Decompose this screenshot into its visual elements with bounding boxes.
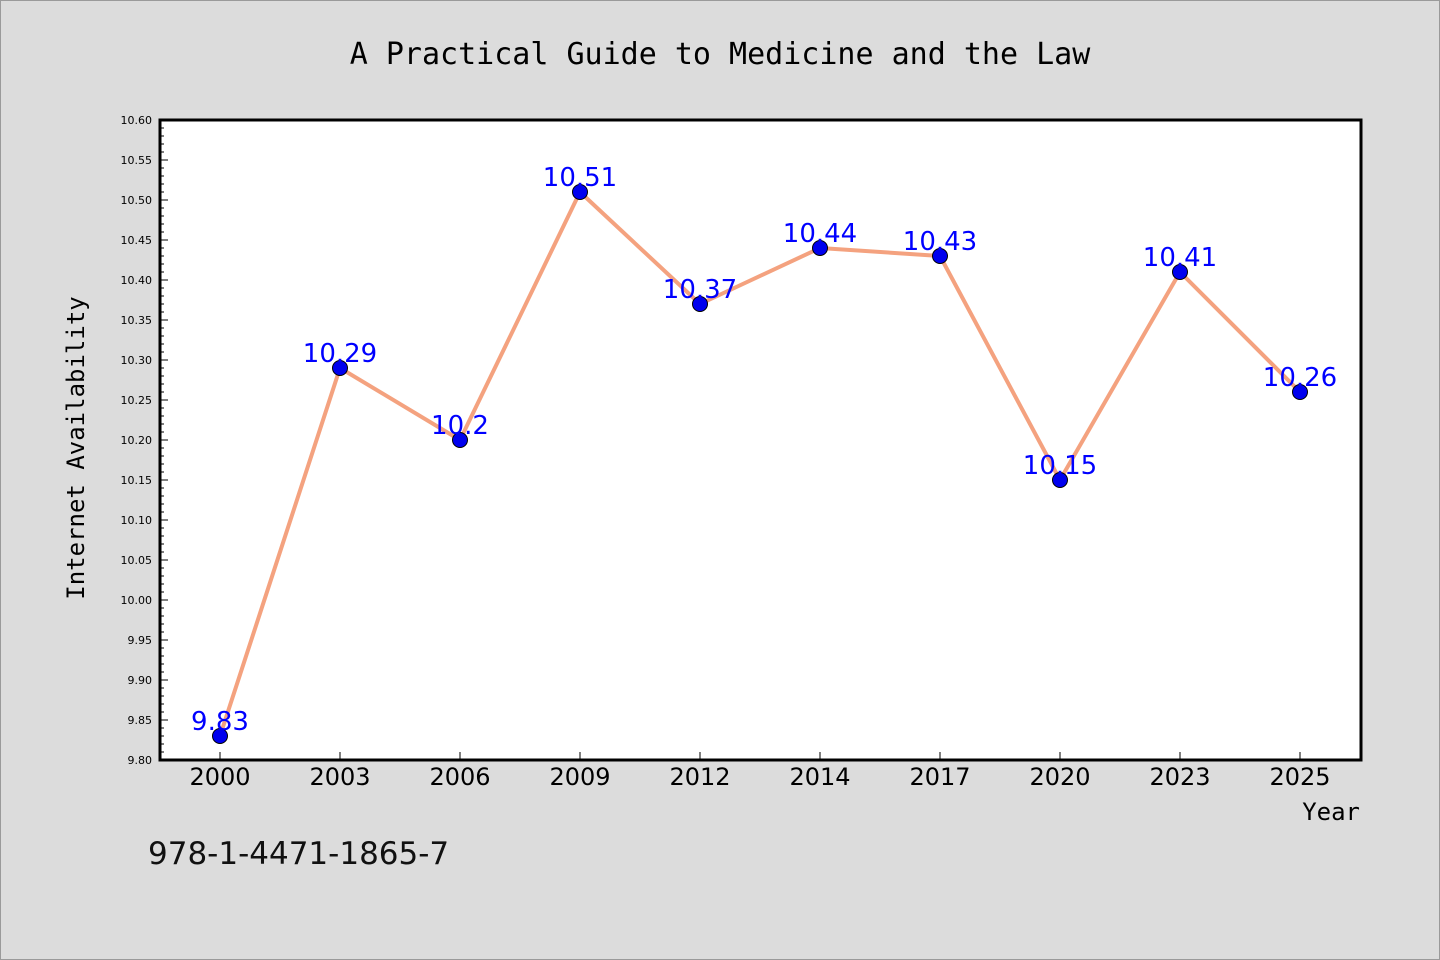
x-tick-label: 2014 [789,763,850,791]
data-label: 10.43 [903,227,977,257]
y-tick-label: 10.00 [121,594,153,607]
y-tick-label: 9.85 [128,714,153,727]
data-label: 10.15 [1023,451,1097,481]
data-label: 10.26 [1263,363,1337,393]
data-point [1052,472,1068,488]
x-tick-label: 2023 [1149,763,1210,791]
y-tick-label: 10.20 [121,434,153,447]
x-tick-label: 2009 [549,763,610,791]
x-tick-label: 2012 [669,763,730,791]
data-point [1292,384,1308,400]
y-axis: 9.80 9.85 9.90 9.95 10.00 10.05 10.10 10.15 10.2… [121,114,168,767]
chart-title: A Practical Guide to Medicine and the La… [350,37,1091,72]
data-point [572,184,588,200]
data-point [212,728,228,744]
x-tick-label: 2000 [189,763,250,791]
x-tick-label: 2003 [309,763,370,791]
series-internet-availability [212,184,1308,744]
data-label: 10.2 [431,411,489,441]
data-point [932,248,948,264]
data-point [1172,264,1188,280]
y-tick-label: 10.15 [121,474,153,487]
y-tick-label: 9.95 [128,634,153,647]
y-tick-label: 10.40 [121,274,153,287]
data-label: 10.51 [543,163,617,193]
y-tick-label: 9.80 [128,754,153,767]
x-axis: 2000 2003 2006 2009 2012 2014 2017 2020 2023 2025 [189,752,1331,791]
data-label: 10.29 [303,339,377,369]
x-tick-label: 2025 [1269,763,1330,791]
data-label: 9.83 [191,707,249,737]
data-point [332,360,348,376]
y-tick-label: 9.90 [128,674,153,687]
x-tick-label: 2017 [909,763,970,791]
x-tick-label: 2020 [1029,763,1090,791]
y-tick-label: 10.05 [121,554,153,567]
data-point [452,432,468,448]
y-tick-label: 10.45 [121,234,153,247]
isbn-footer: 978-1-4471-1865-7 [148,836,449,872]
y-tick-label: 10.55 [121,154,153,167]
x-axis-label: Year [1302,798,1360,826]
data-label: 10.44 [783,219,857,249]
data-point [692,296,708,312]
y-tick-label: 10.25 [121,394,153,407]
y-tick-label: 10.10 [121,514,153,527]
series-line [218,190,1302,737]
y-tick-label: 10.60 [121,114,153,127]
x-tick-label: 2006 [429,763,490,791]
y-axis-label: Internet Availability [62,296,90,599]
data-point [812,240,828,256]
y-tick-label: 10.50 [121,194,153,207]
plot-area [158,118,1363,762]
data-label: 10.37 [663,275,737,305]
y-tick-label: 10.35 [121,314,153,327]
y-tick-label: 10.30 [121,354,153,367]
data-label: 10.41 [1143,243,1217,273]
data-labels: 9.83 10.29 10.2 10.51 10.37 10.44 10.43 10.15 10… [191,163,1337,737]
